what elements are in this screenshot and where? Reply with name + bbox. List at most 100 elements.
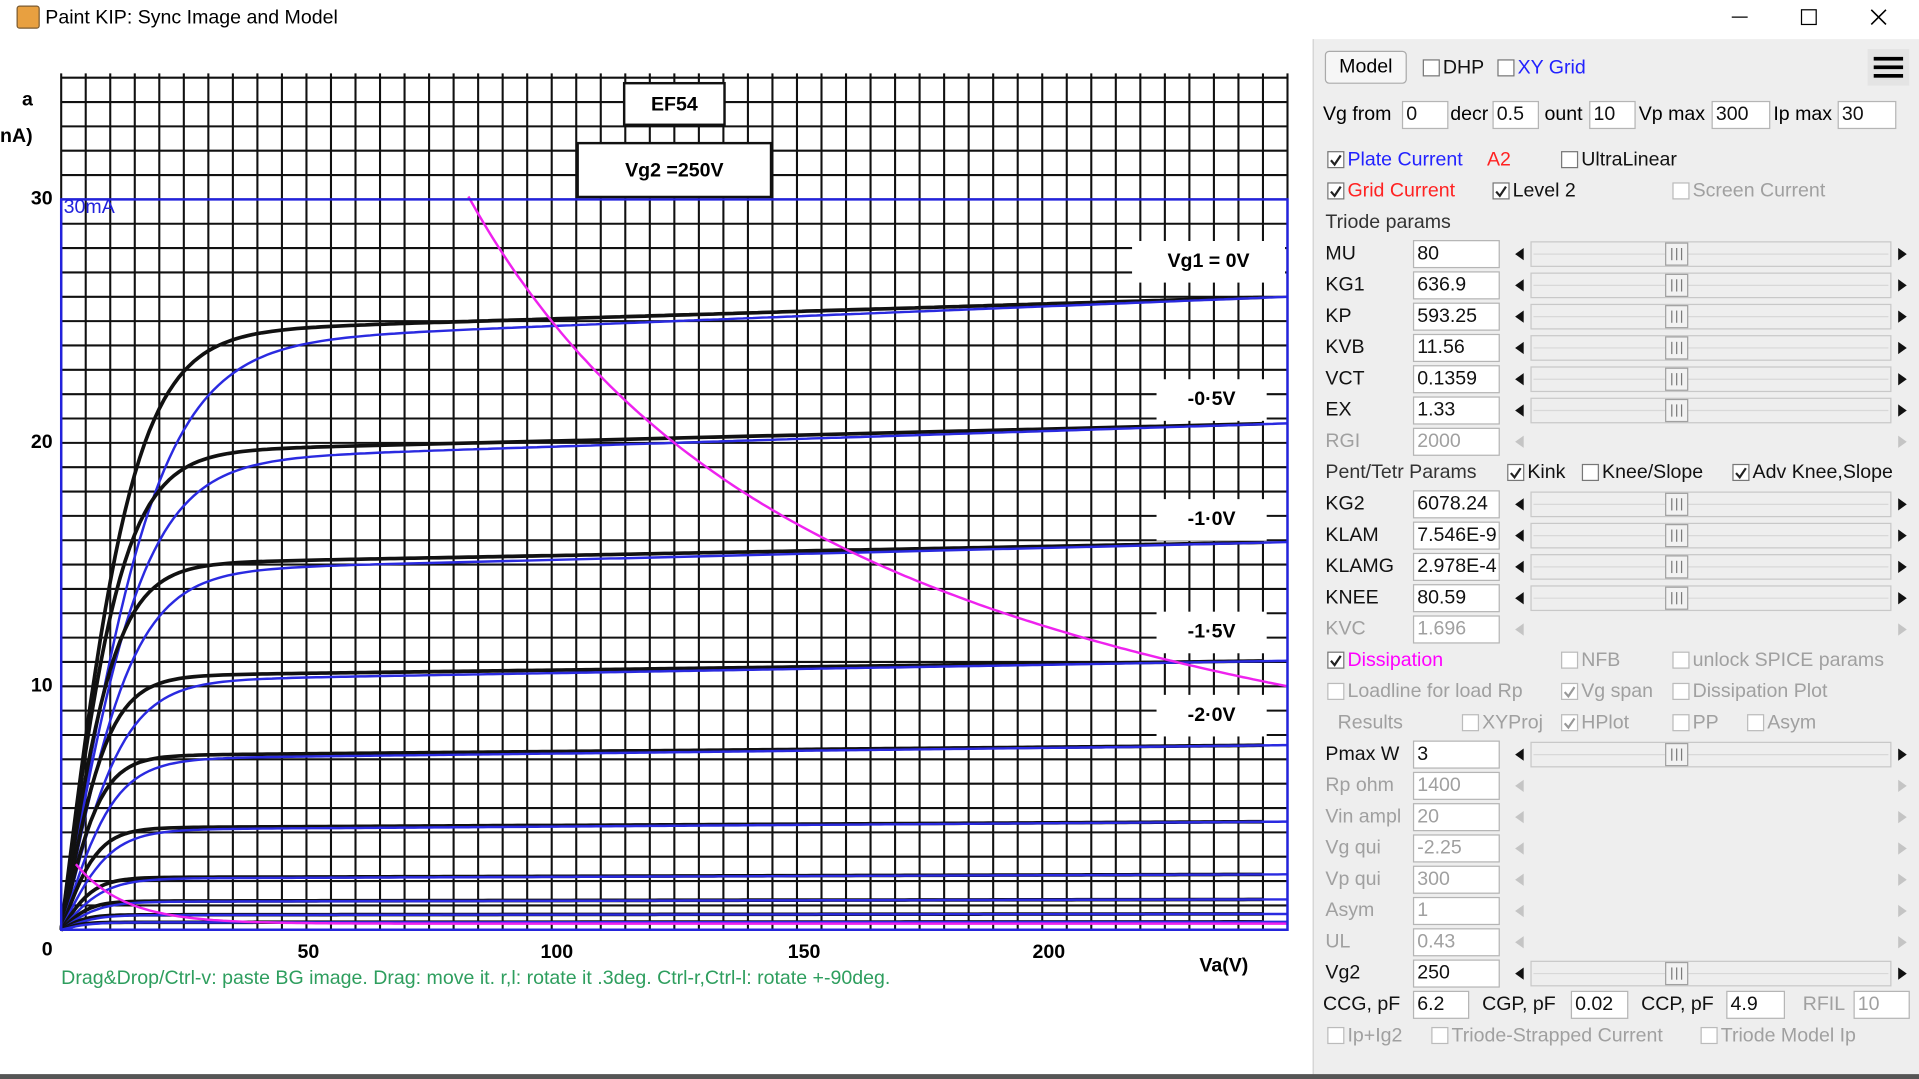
text-field[interactable] (1412, 490, 1500, 519)
x-tick-label: 200 (1033, 941, 1066, 963)
slider-right-arrow[interactable] (1898, 279, 1907, 292)
text-field[interactable] (1711, 100, 1771, 130)
text-field[interactable] (1412, 740, 1500, 769)
text-field (1412, 615, 1500, 644)
curve-label-bg (1156, 379, 1267, 421)
checkbox[interactable] (1672, 714, 1690, 732)
slider-right-arrow[interactable] (1898, 967, 1907, 980)
text-field[interactable] (1589, 100, 1636, 130)
slider-left-arrow[interactable] (1515, 498, 1524, 511)
text-field[interactable] (1412, 365, 1500, 394)
slider-left-arrow[interactable] (1515, 748, 1524, 761)
slider-right-arrow[interactable] (1898, 529, 1907, 542)
param-label: Rp ohm (1325, 774, 1394, 796)
slider-track (1531, 867, 1891, 892)
slider-left-arrow[interactable] (1515, 967, 1524, 980)
slider-right-arrow[interactable] (1898, 404, 1907, 417)
text-field[interactable] (1401, 100, 1449, 130)
text-field[interactable] (1412, 333, 1500, 363)
field-value: 2000 (1417, 430, 1461, 452)
checkbox[interactable] (1581, 463, 1599, 482)
slider-right-arrow[interactable] (1898, 247, 1907, 261)
checkbox[interactable] (1732, 463, 1750, 482)
text-field (1412, 771, 1500, 800)
text-field[interactable] (1412, 990, 1470, 1019)
checkbox[interactable] (1327, 151, 1345, 169)
slider-track (1531, 898, 1891, 924)
checkbox[interactable] (1561, 651, 1579, 669)
maximize-button[interactable] (1800, 9, 1817, 26)
text-field[interactable] (1412, 396, 1500, 425)
slider-left-arrow[interactable] (1515, 373, 1524, 386)
text-field[interactable] (1726, 990, 1785, 1019)
slider-right-arrow[interactable] (1898, 748, 1907, 761)
slider-left-arrow[interactable] (1515, 279, 1524, 292)
slider-left-arrow (1515, 435, 1524, 448)
checkbox[interactable] (1561, 714, 1579, 732)
checkbox[interactable] (1507, 463, 1525, 482)
checkbox[interactable] (1700, 1026, 1718, 1045)
text-field[interactable] (1412, 584, 1500, 613)
slider-right-arrow[interactable] (1898, 341, 1907, 355)
checkbox[interactable] (1747, 714, 1765, 732)
model-curve (60, 743, 1288, 931)
text-field[interactable] (1412, 302, 1500, 331)
checkbox[interactable] (1422, 59, 1440, 77)
checkbox[interactable] (1561, 151, 1579, 169)
slider-left-arrow (1515, 936, 1524, 949)
field-value: 80.59 (1417, 586, 1466, 608)
checkbox[interactable] (1672, 651, 1690, 669)
x-axis-title: Va(V) (1199, 955, 1248, 977)
checkbox[interactable] (1327, 182, 1345, 200)
slider-left-arrow[interactable] (1515, 341, 1524, 355)
param-label: KVC (1325, 618, 1365, 640)
slider-right-arrow[interactable] (1898, 373, 1907, 386)
text-field[interactable] (1412, 552, 1500, 581)
screen-box (576, 141, 773, 199)
checkbox[interactable] (1561, 682, 1579, 700)
checkbox[interactable] (1492, 182, 1510, 200)
checkbox[interactable] (1327, 1026, 1345, 1045)
text-field[interactable] (1412, 240, 1500, 269)
slider-left-arrow (1515, 623, 1524, 636)
close-button[interactable] (1870, 9, 1887, 26)
slider-left-arrow[interactable] (1515, 404, 1524, 417)
field-label: CCG, pF (1323, 993, 1400, 1015)
slider-track (1531, 930, 1891, 955)
checkbox-label: Loadline for load Rp (1347, 680, 1522, 702)
text-field[interactable] (1492, 100, 1539, 130)
menu-bar (1873, 65, 1904, 70)
field-value: 250 (1417, 962, 1450, 984)
checkbox-label: NFB (1581, 649, 1620, 671)
text-field[interactable] (1570, 990, 1629, 1019)
text-field[interactable] (1412, 521, 1500, 550)
slider-left-arrow[interactable] (1515, 529, 1524, 542)
checkbox[interactable] (1672, 682, 1690, 700)
slider-left-arrow[interactable] (1515, 592, 1524, 605)
checkmark (1330, 154, 1342, 167)
slider-left-arrow[interactable] (1515, 560, 1524, 574)
checkbox[interactable] (1461, 714, 1480, 732)
checkbox[interactable] (1497, 59, 1515, 77)
text-field[interactable] (1412, 271, 1500, 300)
slider-left-arrow[interactable] (1515, 247, 1524, 261)
checkbox-label: XY Grid (1518, 57, 1586, 79)
checkbox-label: Grid Current (1347, 180, 1455, 202)
slider-right-arrow[interactable] (1898, 592, 1907, 605)
checkbox[interactable] (1327, 682, 1345, 700)
slider-right-arrow[interactable] (1898, 310, 1907, 323)
field-value: 636.9 (1417, 274, 1466, 296)
checkbox-label: Adv Knee,Slope (1753, 461, 1893, 483)
text-field[interactable] (1412, 959, 1500, 988)
checkbox[interactable] (1327, 651, 1345, 669)
checkbox[interactable] (1431, 1026, 1449, 1045)
text-field (1412, 803, 1500, 832)
model-button[interactable] (1324, 50, 1407, 84)
slider-right-arrow[interactable] (1898, 498, 1907, 511)
dissipation-curve (467, 195, 1288, 688)
slider-left-arrow[interactable] (1515, 310, 1524, 323)
checkbox[interactable] (1672, 182, 1690, 200)
slider-right-arrow[interactable] (1898, 560, 1907, 574)
text-field[interactable] (1837, 100, 1897, 130)
field-value: 7.546E-9 (1417, 524, 1496, 546)
